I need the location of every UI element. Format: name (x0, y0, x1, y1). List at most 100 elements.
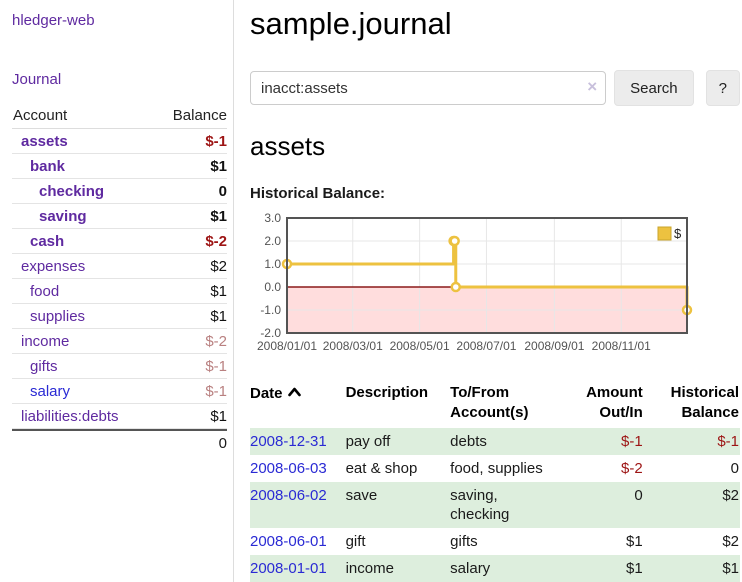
accounts-total: 0 (153, 429, 227, 455)
search-button[interactable]: Search (614, 70, 694, 106)
account-link-liabilities-debts[interactable]: liabilities:debts (21, 408, 119, 425)
account-row: salary $-1 (12, 379, 227, 404)
sidebar: hledger-web Journal Account Balance asse… (0, 0, 234, 582)
svg-text:0.0: 0.0 (264, 280, 281, 294)
account-balance: $1 (153, 204, 227, 229)
txn-balance: $2 (722, 533, 739, 550)
column-header-accounts: To/From Account(s) (450, 384, 529, 421)
column-header-description: Description (345, 384, 429, 401)
account-balance: $2 (153, 254, 227, 279)
column-header-amount: Amount Out/In (586, 384, 643, 421)
transaction-row: 2008-06-02 save saving, checking 0 $2 (250, 482, 740, 528)
txn-accounts: debts (450, 428, 560, 455)
account-link-food[interactable]: food (30, 283, 60, 300)
txn-amount: 0 (559, 482, 644, 528)
account-balance: $1 (153, 279, 227, 304)
account-row: income $-2 (12, 329, 227, 354)
account-balance: $1 (153, 404, 227, 429)
svg-text:2.0: 2.0 (264, 234, 281, 248)
transaction-row: 2008-06-01 gift gifts $1 $2 (250, 528, 740, 555)
account-balance: 0 (153, 179, 227, 204)
help-button[interactable]: ? (705, 70, 740, 106)
accounts-table: Account Balance assets $-1 bank $1 check… (12, 104, 227, 455)
account-row: saving $1 (12, 204, 227, 229)
account-row: food $1 (12, 279, 227, 304)
chart-container: 3.0 2.0 1.0 0.0 -1.0 -2.0 2008/01/01 2008/03/01… (250, 211, 740, 361)
txn-description: eat & shop (345, 460, 418, 477)
account-link-saving[interactable]: saving (39, 208, 87, 225)
date-link[interactable]: 2008-06-01 (250, 533, 327, 550)
account-row: checking 0 (12, 179, 227, 204)
txn-balance: $1 (643, 555, 740, 582)
svg-text:2008/09/01: 2008/09/01 (524, 339, 584, 353)
account-link-assets[interactable]: assets (21, 133, 68, 150)
txn-description: income (345, 555, 451, 582)
transaction-row: 2008-06-03 eat & shop food, supplies $-2… (250, 455, 740, 482)
svg-text:2008/07/01: 2008/07/01 (456, 339, 516, 353)
transaction-row: 2008-01-01 income salary $1 $1 (250, 555, 740, 582)
txn-amount: $1 (626, 533, 643, 550)
txn-amount: $1 (559, 555, 644, 582)
account-balance: $-1 (153, 354, 227, 379)
svg-text:2008/05/01: 2008/05/01 (390, 339, 450, 353)
txn-description: pay off (345, 428, 451, 455)
clear-search-icon[interactable]: × (587, 77, 598, 96)
date-link[interactable]: 2008-01-01 (250, 560, 327, 577)
account-row: bank $1 (12, 154, 227, 179)
account-row: assets $-1 (12, 129, 227, 154)
app-title-link[interactable]: hledger-web (12, 12, 95, 29)
txn-description: gift (345, 533, 366, 550)
transactions-header-row: Date Description To/From Account(s) Amou… (250, 381, 740, 428)
search-input[interactable] (250, 71, 607, 105)
svg-text:2008/01/01: 2008/01/01 (257, 339, 317, 353)
svg-text:2008/11/01: 2008/11/01 (592, 339, 651, 353)
txn-balance: 0 (730, 460, 739, 477)
account-row: gifts $-1 (12, 354, 227, 379)
txn-description: save (345, 482, 451, 528)
txn-accounts: food, supplies (450, 460, 543, 477)
account-link-salary[interactable]: salary (30, 383, 71, 400)
transactions-table: Date Description To/From Account(s) Amou… (250, 381, 740, 582)
account-link-income[interactable]: income (21, 333, 70, 350)
txn-accounts: gifts (450, 533, 478, 550)
column-header-balance: Historical Balance (670, 384, 739, 421)
date-link[interactable]: 2008-06-02 (250, 487, 327, 504)
main-content: sample.journal × Search ? assets Histori… (234, 0, 742, 582)
account-balance: $1 (153, 304, 227, 329)
accounts-header-balance: Balance (153, 104, 227, 129)
column-header-date[interactable]: Date (250, 381, 346, 428)
svg-text:-2.0: -2.0 (260, 326, 281, 340)
account-balance: $-2 (153, 229, 227, 254)
account-link-gifts[interactable]: gifts (30, 358, 58, 375)
account-balance: $-1 (153, 129, 227, 154)
accounts-total-row: 0 (12, 429, 227, 455)
sort-ascending-icon (287, 383, 301, 403)
svg-text:1.0: 1.0 (264, 257, 281, 271)
account-link-bank[interactable]: bank (30, 158, 66, 175)
account-row: supplies $1 (12, 304, 227, 329)
account-heading: assets (250, 131, 326, 161)
txn-amount: $-1 (559, 428, 644, 455)
account-link-expenses[interactable]: expenses (21, 258, 86, 275)
search-form: × Search ? (250, 70, 740, 106)
txn-amount: $-2 (621, 460, 643, 477)
svg-text:3.0: 3.0 (264, 211, 281, 225)
account-link-supplies[interactable]: supplies (30, 308, 86, 325)
date-link[interactable]: 2008-06-03 (250, 460, 327, 477)
account-balance: $-1 (153, 379, 227, 404)
sidebar-item-journal[interactable]: Journal (12, 71, 62, 88)
page-title: sample.journal (250, 6, 452, 41)
accounts-header-account: Account (12, 104, 154, 129)
chart-title: Historical Balance: (250, 185, 386, 202)
account-row: liabilities:debts $1 (12, 404, 227, 429)
account-link-checking[interactable]: checking (39, 183, 105, 200)
legend-swatch (657, 226, 672, 241)
account-balance: $-2 (153, 329, 227, 354)
account-link-cash[interactable]: cash (30, 233, 65, 250)
account-balance: $1 (153, 154, 227, 179)
account-row: cash $-2 (12, 229, 227, 254)
svg-text:-1.0: -1.0 (260, 303, 281, 317)
date-link[interactable]: 2008-12-31 (250, 433, 327, 450)
